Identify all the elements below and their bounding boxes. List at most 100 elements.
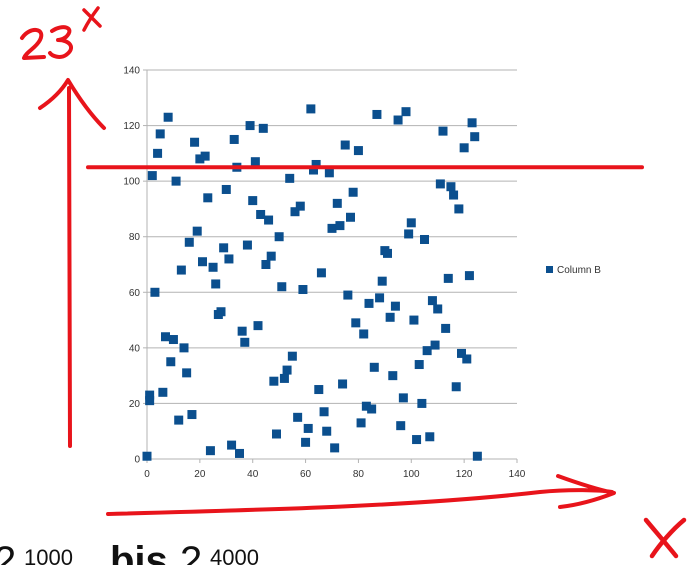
data-point	[438, 126, 448, 136]
data-point	[417, 398, 427, 408]
data-point	[330, 443, 340, 453]
data-point	[311, 159, 321, 169]
data-point	[264, 215, 274, 225]
data-point	[184, 237, 194, 247]
data-point	[295, 201, 305, 211]
data-point	[420, 234, 429, 244]
data-point	[372, 109, 382, 119]
data-point	[224, 254, 234, 264]
data-point	[435, 179, 445, 189]
data-point	[443, 273, 453, 283]
data-point	[171, 176, 181, 186]
data-point	[161, 332, 170, 342]
data-point	[377, 276, 387, 286]
data-point	[335, 221, 345, 231]
data-point	[470, 132, 480, 142]
data-point	[145, 390, 155, 400]
data-point	[208, 262, 218, 272]
legend: Column B	[546, 265, 601, 276]
data-point	[303, 423, 313, 433]
data-point	[425, 432, 435, 442]
data-point	[338, 379, 348, 389]
data-point	[279, 373, 289, 383]
data-point	[287, 351, 297, 361]
data-point	[163, 112, 173, 122]
y-tick-label: 20	[129, 399, 141, 410]
data-point	[316, 268, 326, 278]
data-point	[324, 168, 334, 178]
data-point	[150, 287, 160, 297]
data-point	[198, 257, 207, 267]
data-points	[142, 104, 482, 461]
axes	[143, 69, 518, 463]
x-tick-label: 80	[353, 469, 365, 480]
x-tick-label: 60	[300, 469, 312, 480]
data-point	[266, 251, 276, 261]
bottom-caption: 2 1000 bis 2 4000	[0, 539, 259, 565]
data-point	[182, 368, 192, 378]
data-point	[414, 360, 424, 370]
data-point	[192, 226, 202, 236]
data-point	[298, 285, 308, 295]
data-point	[406, 218, 416, 228]
data-point	[422, 346, 432, 356]
data-point	[176, 265, 186, 275]
data-point	[274, 232, 284, 242]
data-point	[472, 451, 482, 461]
tick-labels: 0 20 40 60 80 100 120 140 0 20 40 60 80 100 120 140	[123, 66, 525, 481]
data-point	[168, 335, 178, 345]
data-point	[269, 376, 279, 386]
data-point	[203, 193, 213, 203]
data-point	[346, 212, 355, 222]
data-point	[367, 404, 377, 414]
data-point	[427, 296, 437, 306]
data-point	[237, 326, 247, 336]
data-point	[412, 435, 422, 445]
data-point	[187, 410, 197, 420]
data-point	[216, 307, 226, 317]
data-point	[301, 437, 311, 447]
data-point	[327, 223, 337, 233]
data-point	[153, 148, 163, 158]
data-point	[155, 129, 165, 139]
data-point	[390, 301, 400, 311]
x-tick-label: 140	[509, 469, 526, 480]
y-axis-arrow	[38, 78, 106, 448]
data-point	[401, 107, 411, 117]
legend-label: Column B	[557, 265, 601, 276]
data-point	[356, 418, 366, 428]
data-point	[309, 165, 318, 175]
data-point	[293, 412, 303, 422]
data-point	[195, 154, 205, 164]
x-tick-label: 100	[403, 469, 420, 480]
data-point	[457, 348, 466, 358]
data-point	[242, 240, 252, 250]
data-point	[359, 329, 369, 339]
data-point	[322, 426, 332, 436]
data-point	[256, 209, 266, 219]
caption-bis: bis	[110, 539, 168, 565]
data-point	[253, 321, 263, 331]
legend-swatch	[546, 266, 553, 273]
data-point	[409, 315, 419, 325]
data-point	[145, 396, 155, 406]
caption-base-1: 2	[0, 539, 16, 565]
data-point	[314, 385, 324, 395]
caption-exponent-2: 4000	[210, 545, 259, 565]
data-point	[290, 207, 300, 217]
data-point	[200, 151, 210, 161]
hand-drawn-23	[20, 25, 74, 60]
data-point	[205, 446, 215, 456]
data-point	[462, 354, 472, 364]
data-point	[261, 260, 271, 269]
data-point	[340, 140, 350, 150]
gridlines	[147, 69, 517, 460]
data-point	[388, 371, 398, 381]
data-point	[430, 340, 440, 350]
data-point	[398, 393, 408, 403]
data-point	[158, 387, 168, 397]
data-point	[385, 312, 395, 322]
data-point	[221, 184, 231, 194]
